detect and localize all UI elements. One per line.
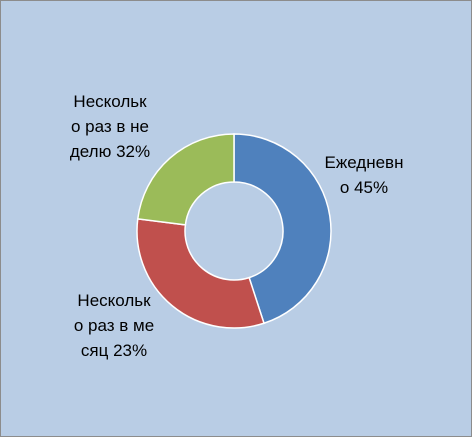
data-label: Несколько раз в неделю 32% [69,89,151,164]
donut-segment [136,218,265,329]
value-label: 45% [354,178,389,197]
donut-segment [233,133,332,325]
donut-segment [136,133,235,226]
value-label: 23% [113,341,148,360]
data-label: Ежедневно 45% [323,150,405,200]
data-label: Несколько раз в месяц 23% [73,288,155,363]
category-label: Ежедневно [324,153,404,197]
category-label: Несколько раз в неделю [69,92,149,161]
value-label: 32% [116,142,151,161]
category-label: Несколько раз в месяц [73,291,155,360]
